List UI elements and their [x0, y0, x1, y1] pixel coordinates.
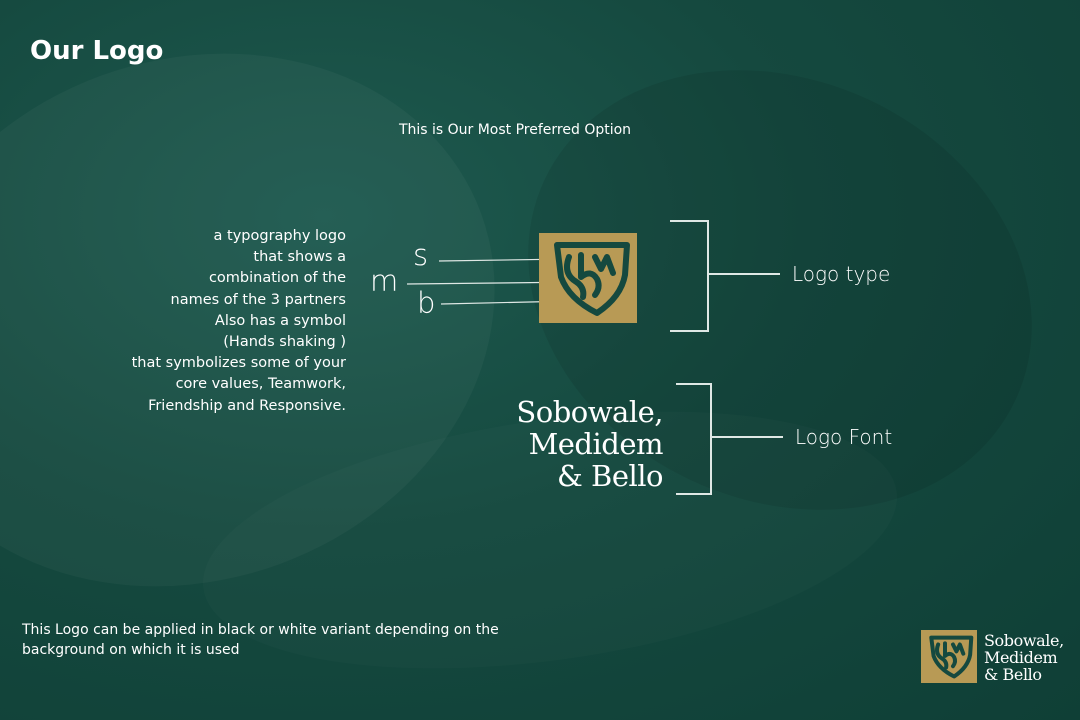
letter-b-label: b [417, 286, 436, 320]
subtitle: This is Our Most Preferred Option [398, 122, 632, 138]
corner-wordmark: Sobowale, Medidem & Bello [984, 632, 1064, 683]
description-line: a typography logo [213, 228, 346, 244]
corner-wordmark-line: Medidem [984, 648, 1058, 667]
logo-font-label: Logo Font [795, 425, 893, 449]
corner-wordmark-line: & Bello [984, 665, 1042, 684]
page-title: Our Logo [30, 36, 164, 66]
bracket-vertical [710, 383, 712, 495]
letter-s-label: s [413, 238, 429, 272]
bracket-connector [708, 273, 780, 275]
usage-note: This Logo can be applied in black or whi… [22, 621, 542, 660]
description-line: combination of the [208, 270, 346, 287]
logo-wordmark: Sobowale, Medidem & Bello [470, 396, 663, 492]
description-line: names of the 3 partners [170, 291, 346, 308]
description-line: that symbolizes some of your [131, 355, 346, 372]
corner-shield-monogram-icon [921, 630, 977, 683]
description-line: Friendship and Responsive. [148, 397, 346, 414]
logo-description: a typography logo that shows a combinati… [90, 226, 346, 417]
wordmark-line: Sobowale, [516, 395, 663, 429]
bracket-top [676, 383, 712, 385]
description-line: (Hands shaking ) [223, 334, 346, 351]
description-line: Also has a symbol [214, 312, 346, 329]
bracket-bottom [676, 493, 712, 495]
description-line: that shows a [253, 249, 346, 266]
wordmark-line: & Bello [556, 459, 664, 493]
note-line: background on which it is used [22, 641, 240, 658]
logo-type-label: Logo type [792, 262, 891, 286]
shield-monogram-icon [539, 233, 637, 323]
description-line: core values, Teamwork, [175, 376, 346, 393]
bracket-connector [711, 436, 783, 438]
bracket-bottom [670, 330, 709, 332]
bracket-vertical [707, 220, 709, 332]
corner-wordmark-line: Sobowale, [984, 631, 1064, 650]
wordmark-line: Medidem [528, 427, 664, 461]
letter-m-label: m [370, 264, 399, 298]
note-line: This Logo can be applied in black or whi… [22, 622, 499, 638]
bracket-top [670, 220, 709, 222]
